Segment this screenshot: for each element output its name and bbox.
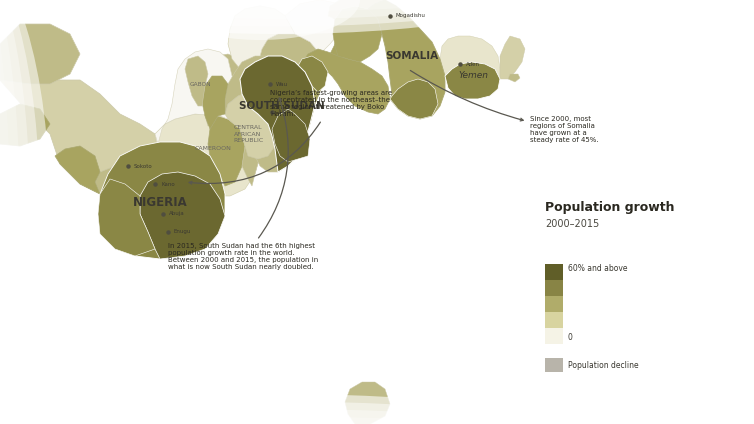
Polygon shape	[0, 24, 80, 84]
Text: Population decline: Population decline	[568, 360, 639, 369]
Ellipse shape	[0, 0, 580, 11]
Text: Juba: Juba	[278, 109, 290, 114]
Polygon shape	[333, 6, 382, 62]
Polygon shape	[390, 79, 438, 119]
Text: 60% and above: 60% and above	[568, 264, 627, 273]
Polygon shape	[202, 76, 228, 129]
Ellipse shape	[0, 0, 10, 424]
Polygon shape	[325, 36, 345, 76]
Polygon shape	[328, 0, 390, 34]
Text: In 2015, South Sudan had the 6th highest
population growth rate in the world.
Be: In 2015, South Sudan had the 6th highest…	[168, 98, 318, 270]
Text: Mogadishu: Mogadishu	[396, 14, 426, 19]
Polygon shape	[55, 146, 100, 194]
Polygon shape	[440, 36, 500, 79]
Bar	[545, 296, 563, 312]
Polygon shape	[0, 80, 160, 194]
Text: Since 2000, most
regions of Somalia
have grown at a
steady rate of 45%.: Since 2000, most regions of Somalia have…	[410, 70, 599, 143]
Polygon shape	[185, 56, 208, 106]
Polygon shape	[225, 92, 278, 159]
Text: 0: 0	[568, 333, 573, 342]
Bar	[545, 358, 563, 372]
Ellipse shape	[0, 0, 30, 424]
Text: SOMALIA: SOMALIA	[385, 51, 439, 61]
Polygon shape	[208, 116, 245, 186]
Polygon shape	[280, 0, 345, 54]
Ellipse shape	[0, 0, 580, 26]
Text: Sokoto: Sokoto	[134, 164, 153, 168]
Polygon shape	[225, 56, 282, 114]
Text: 2000–2015: 2000–2015	[545, 219, 599, 229]
Polygon shape	[98, 179, 155, 256]
Polygon shape	[0, 104, 50, 146]
Text: CAMEROON: CAMEROON	[195, 147, 231, 151]
Bar	[545, 280, 563, 296]
Text: SOUTH SUDAN: SOUTH SUDAN	[239, 101, 325, 111]
Text: Yemen: Yemen	[458, 72, 488, 81]
Polygon shape	[200, 54, 260, 186]
Ellipse shape	[720, 0, 754, 424]
Polygon shape	[95, 166, 145, 194]
Polygon shape	[155, 49, 255, 144]
Polygon shape	[240, 56, 315, 172]
Polygon shape	[272, 109, 310, 162]
Bar	[545, 328, 563, 344]
Polygon shape	[155, 114, 260, 196]
Text: Nigeria’s fastest-growing areas are
concentrated in the northeast–the
same regio: Nigeria’s fastest-growing areas are conc…	[189, 90, 392, 184]
Ellipse shape	[0, 416, 630, 424]
Ellipse shape	[0, 0, 580, 19]
Bar	[545, 264, 563, 280]
Text: Population growth: Population growth	[545, 201, 675, 214]
Polygon shape	[140, 172, 225, 259]
Ellipse shape	[0, 0, 50, 424]
Polygon shape	[500, 36, 525, 79]
Text: Kano: Kano	[161, 181, 175, 187]
Polygon shape	[368, 0, 445, 119]
Ellipse shape	[730, 0, 754, 424]
Ellipse shape	[700, 0, 754, 424]
Polygon shape	[228, 6, 295, 84]
Text: Abuja: Abuja	[169, 212, 185, 217]
Ellipse shape	[0, 394, 630, 424]
Ellipse shape	[0, 0, 40, 424]
Polygon shape	[255, 34, 325, 172]
Bar	[545, 312, 563, 328]
Ellipse shape	[0, 0, 20, 424]
Polygon shape	[98, 142, 225, 259]
Ellipse shape	[710, 0, 754, 424]
Text: Aden: Aden	[466, 61, 480, 67]
Polygon shape	[445, 62, 500, 99]
Ellipse shape	[0, 402, 630, 424]
Polygon shape	[295, 49, 390, 124]
Ellipse shape	[0, 0, 580, 34]
Polygon shape	[345, 382, 390, 424]
Text: NIGERIA: NIGERIA	[133, 195, 188, 209]
Text: GABON: GABON	[189, 81, 211, 86]
Text: Enugu: Enugu	[174, 229, 192, 234]
Polygon shape	[508, 74, 520, 82]
Text: CENTRAL
AFRICAN
REPUBLIC: CENTRAL AFRICAN REPUBLIC	[233, 125, 263, 143]
Text: Wau: Wau	[276, 81, 288, 86]
Ellipse shape	[0, 409, 630, 424]
Polygon shape	[298, 56, 328, 92]
Ellipse shape	[160, 0, 360, 40]
